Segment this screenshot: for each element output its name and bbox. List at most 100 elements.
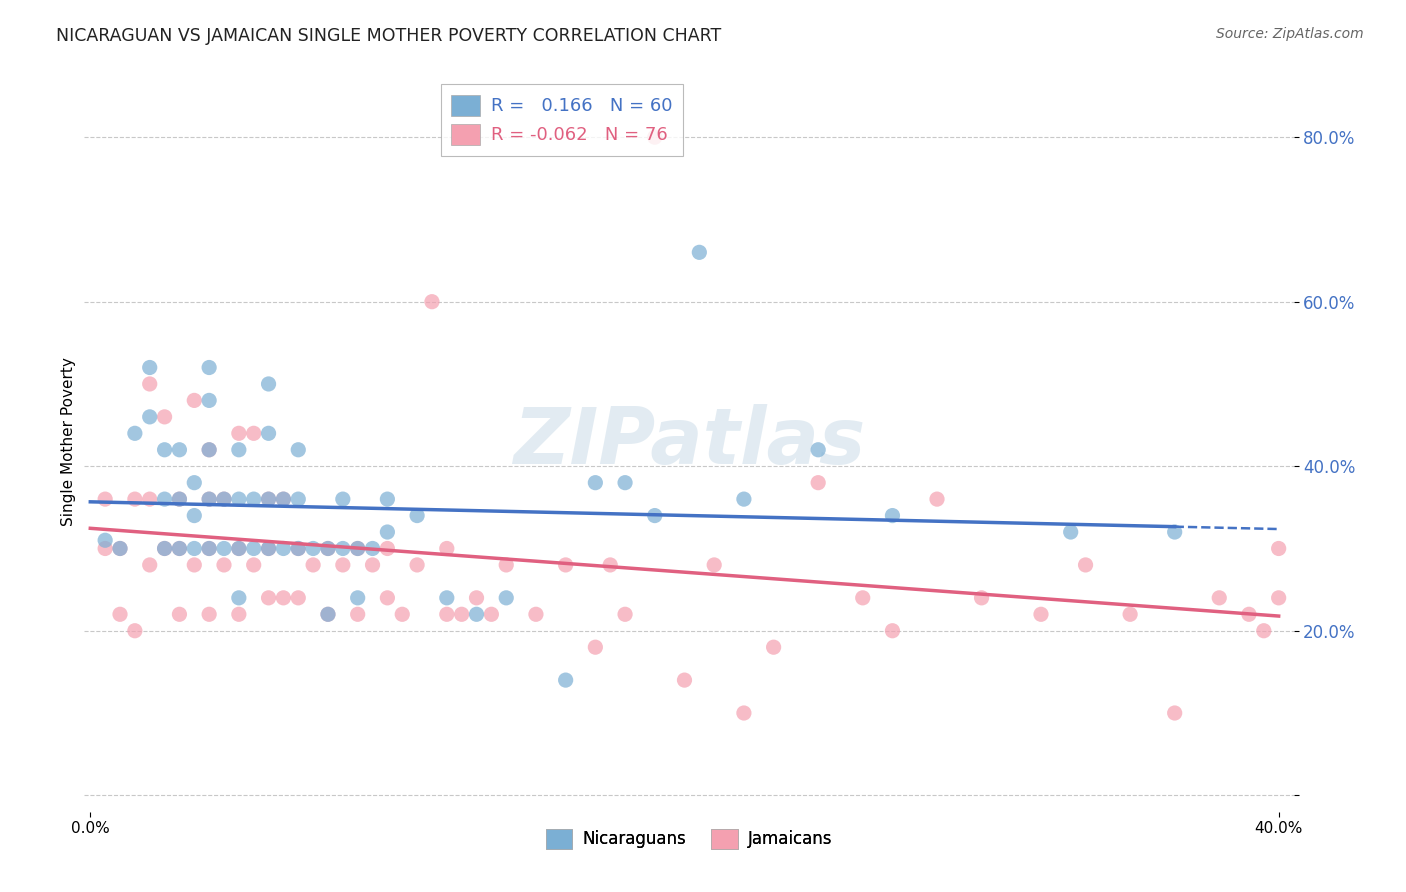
Point [198,541,221,556]
Point [377,524,399,539]
Point [169,607,191,622]
Point [807,475,830,490]
Point [198,442,221,457]
Point [554,673,576,687]
Point [169,541,191,556]
Point [94,492,117,507]
Point [124,624,146,638]
Point [554,558,576,572]
Point [108,541,131,556]
Point [212,492,235,507]
Point [925,492,948,507]
Point [599,558,621,572]
Point [495,591,517,605]
Point [287,492,309,507]
Point [153,442,176,457]
Point [183,558,205,572]
Point [614,607,637,622]
Point [183,508,205,523]
Point [153,541,176,556]
Point [138,360,160,375]
Point [1163,524,1185,539]
Point [153,541,176,556]
Point [257,591,280,605]
Point [257,541,280,556]
Point [1237,607,1260,622]
Legend: Nicaraguans, Jamaicans: Nicaraguans, Jamaicans [538,822,839,855]
Point [169,492,191,507]
Point [273,492,295,507]
Point [302,558,325,572]
Point [465,591,488,605]
Point [406,558,429,572]
Point [138,376,160,391]
Point [332,541,354,556]
Point [183,475,205,490]
Point [733,706,755,720]
Point [346,591,368,605]
Point [228,541,250,556]
Point [153,409,176,424]
Point [242,426,264,441]
Point [361,558,384,572]
Point [124,492,146,507]
Point [228,607,250,622]
Point [1253,624,1275,638]
Point [1267,541,1289,556]
Point [436,541,458,556]
Point [198,360,221,375]
Point [273,591,295,605]
Point [465,607,488,622]
Text: NICARAGUAN VS JAMAICAN SINGLE MOTHER POVERTY CORRELATION CHART: NICARAGUAN VS JAMAICAN SINGLE MOTHER POV… [56,27,721,45]
Point [316,607,339,622]
Point [436,591,458,605]
Point [198,541,221,556]
Point [377,541,399,556]
Point [332,558,354,572]
Text: Source: ZipAtlas.com: Source: ZipAtlas.com [1216,27,1364,41]
Point [391,607,413,622]
Point [257,492,280,507]
Point [495,558,517,572]
Point [316,541,339,556]
Point [138,492,160,507]
Point [377,591,399,605]
Point [1119,607,1142,622]
Point [316,541,339,556]
Point [273,492,295,507]
Point [970,591,993,605]
Point [242,558,264,572]
Point [1074,558,1097,572]
Point [406,508,429,523]
Point [287,591,309,605]
Point [703,558,725,572]
Point [302,541,325,556]
Point [673,673,696,687]
Point [420,294,443,309]
Point [138,558,160,572]
Point [436,607,458,622]
Point [108,607,131,622]
Point [361,541,384,556]
Point [183,393,205,408]
Point [479,607,502,622]
Point [153,492,176,507]
Point [733,492,755,507]
Point [212,492,235,507]
Point [346,541,368,556]
Point [273,541,295,556]
Point [169,442,191,457]
Point [228,442,250,457]
Point [346,607,368,622]
Point [198,607,221,622]
Text: ZIPatlas: ZIPatlas [513,403,865,480]
Point [287,541,309,556]
Point [762,640,785,655]
Point [212,541,235,556]
Point [346,541,368,556]
Point [138,409,160,424]
Point [882,624,904,638]
Point [198,492,221,507]
Point [316,607,339,622]
Point [287,442,309,457]
